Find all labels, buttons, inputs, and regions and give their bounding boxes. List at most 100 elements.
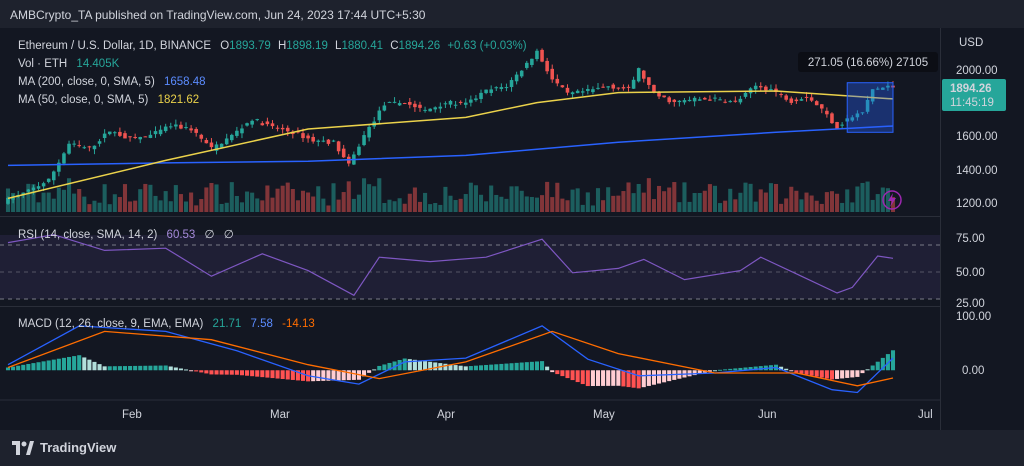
volume-bar <box>692 193 697 212</box>
volume-bar <box>362 178 367 212</box>
macd-hist-bar <box>590 370 595 387</box>
candle-body <box>708 99 712 101</box>
rsi-tick: 50.00 <box>956 267 985 279</box>
time-label: Jul <box>918 409 933 421</box>
macd-hist-bar <box>173 367 178 371</box>
macd-hist-bar <box>504 363 509 371</box>
macd-hist-bar <box>326 370 331 381</box>
volume-bar <box>819 203 824 212</box>
candle-body <box>575 90 580 94</box>
rsi-band <box>0 235 940 299</box>
volume-bar <box>397 198 402 212</box>
macd-hist-bar <box>300 370 306 381</box>
macd-hist-bar <box>524 362 529 371</box>
candle-body <box>718 99 722 101</box>
macd-hist-bar <box>468 366 473 371</box>
macd-hist-bar <box>270 370 275 379</box>
macd-hist-bar <box>112 366 117 371</box>
volume-bar <box>46 192 51 212</box>
macd-hist-bar <box>285 370 290 380</box>
macd-hist-bar <box>738 367 743 371</box>
candle-body <box>51 171 56 181</box>
candle-body <box>62 153 66 164</box>
macd-hist-bar <box>804 370 809 375</box>
candle-body <box>728 101 733 103</box>
candle-body <box>26 189 31 192</box>
candle-body <box>392 101 397 103</box>
macd-hist-bar <box>651 370 656 385</box>
volume-bar <box>351 198 356 212</box>
macd-hist-bar <box>814 370 819 377</box>
lightning-icon[interactable] <box>882 190 902 210</box>
volume-bar <box>433 202 438 212</box>
measure-box[interactable] <box>846 82 894 133</box>
volume-bar <box>534 197 539 212</box>
candles <box>6 48 895 205</box>
candle-body <box>163 126 168 132</box>
candle-body <box>367 126 371 138</box>
macd-hist-bar <box>107 366 112 371</box>
pane-separator <box>0 216 940 217</box>
volume-bar <box>194 205 199 212</box>
volume-bar <box>712 185 718 212</box>
macd-hist-bar <box>341 370 346 381</box>
candle-body <box>341 148 346 158</box>
legend-rsi-empty-2: ∅ <box>224 229 234 241</box>
macd-hist-bar <box>275 370 280 379</box>
candle-body <box>804 96 809 98</box>
volume-bar <box>789 186 794 212</box>
volume-bars <box>5 178 896 212</box>
tradingview-logo[interactable]: TradingView <box>12 440 116 455</box>
macd-hist-bar <box>595 370 601 386</box>
volume-bar <box>321 198 326 212</box>
macd-hist-bar <box>631 370 636 388</box>
macd-hist-bar <box>443 363 448 371</box>
candle-body <box>453 104 458 106</box>
candle-body <box>204 140 209 144</box>
volume-bar <box>346 181 351 212</box>
macd-hist-bar <box>540 361 545 371</box>
macd-hist-bar <box>295 370 300 381</box>
macd-hist-bar <box>46 360 51 371</box>
volume-bar <box>590 205 595 212</box>
macd-hist-bar <box>122 366 128 371</box>
lightning-bolt <box>888 193 896 207</box>
price-axis-border <box>940 28 941 430</box>
volume-bar <box>102 184 107 212</box>
volume-bar <box>560 198 565 212</box>
price-chart[interactable]: 271.05 (16.66%) 27105 Ethereum / U.S. Do… <box>0 28 1024 430</box>
volume-bar <box>570 189 575 212</box>
candle-body <box>514 74 519 82</box>
macd-hist-bar <box>758 366 763 371</box>
macd-hist-bar <box>128 365 133 371</box>
volume-bar <box>158 200 163 212</box>
candle-body <box>402 103 407 105</box>
candle-body <box>855 113 860 118</box>
candle-body <box>611 84 616 89</box>
volume-bar <box>662 191 667 212</box>
candle-body <box>591 89 595 93</box>
measure-label-bg <box>798 52 938 72</box>
candle-body <box>580 91 585 93</box>
macd-hist-bar <box>5 367 11 371</box>
candle-body <box>621 87 626 89</box>
volume-bar <box>423 192 428 212</box>
volume-bar <box>463 194 468 212</box>
macd-hist-bar <box>72 356 77 371</box>
candle-body <box>789 98 794 103</box>
candle-body <box>174 124 178 127</box>
candle-body <box>362 135 366 146</box>
candle-body <box>413 103 417 108</box>
macd-hist-bar <box>239 370 244 376</box>
macd-hist-bar <box>158 365 163 371</box>
legend-close: 1894.26 <box>399 40 441 52</box>
volume-bar <box>199 199 204 212</box>
candle-body <box>209 142 214 148</box>
volume-bar <box>367 184 372 212</box>
candle-body <box>41 183 46 187</box>
volume-bar <box>41 192 46 212</box>
legend-ma50-value: 1821.62 <box>158 94 200 106</box>
volume-bar <box>26 183 31 212</box>
candle-body <box>275 127 280 129</box>
volume-bar <box>143 183 148 212</box>
